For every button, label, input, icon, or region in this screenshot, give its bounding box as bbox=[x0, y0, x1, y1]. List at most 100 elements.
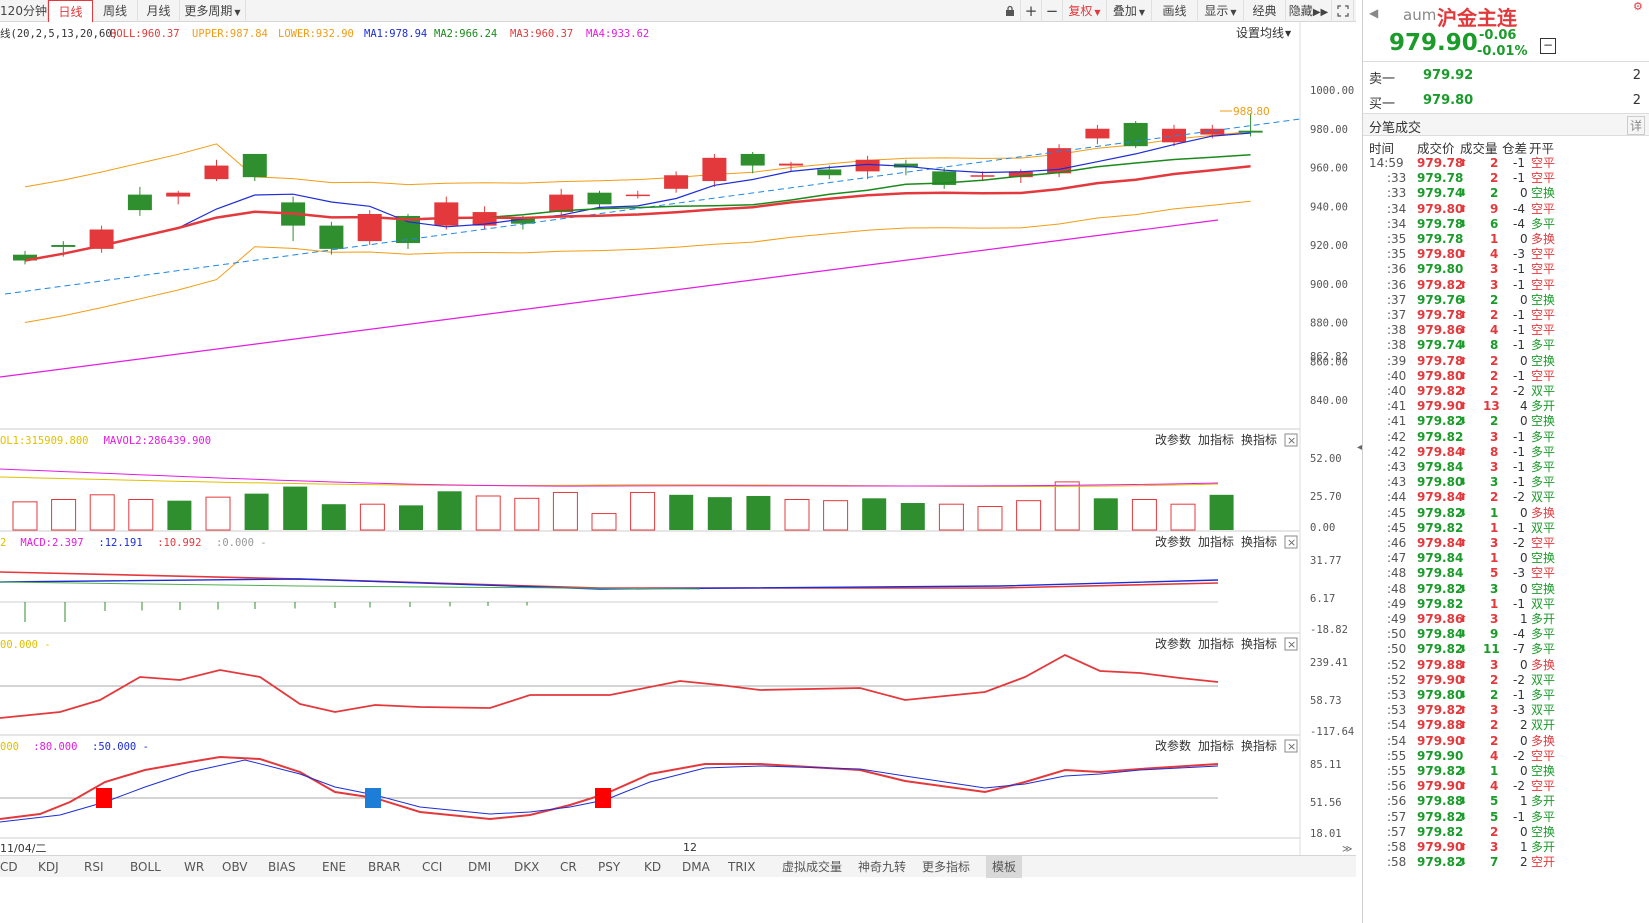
panel-button[interactable]: 换指标 bbox=[1241, 738, 1277, 753]
tick-arrow-icon: ⬆ bbox=[1459, 446, 1468, 458]
scroll-right-icon[interactable]: ≫ bbox=[1342, 844, 1352, 855]
tick-time: :33 bbox=[1387, 186, 1407, 201]
fullscreen-button[interactable] bbox=[1332, 0, 1354, 22]
tick-openclose: 空换 bbox=[1531, 353, 1556, 368]
period-monthly[interactable]: 月线 bbox=[138, 0, 180, 22]
tick-oi-change: -1 bbox=[1513, 308, 1525, 322]
axis-tick: 51.56 bbox=[1310, 797, 1342, 809]
panel-button[interactable]: 改参数 bbox=[1155, 738, 1191, 753]
indicator-tab-17[interactable]: 虚拟成交量 bbox=[782, 860, 843, 874]
lock-button[interactable] bbox=[1000, 0, 1021, 22]
tick-oi-change: -1 bbox=[1513, 338, 1525, 353]
indicator-tab-15[interactable]: DMA bbox=[682, 860, 710, 874]
period-daily[interactable]: 日线 bbox=[48, 0, 93, 22]
tick-openclose: 空平 bbox=[1531, 262, 1556, 277]
overlay-dropdown[interactable]: 叠加 ▼ bbox=[1107, 0, 1152, 22]
classic-button[interactable]: 经典 bbox=[1244, 0, 1286, 22]
chevron-down-icon: ▼ bbox=[1094, 8, 1101, 17]
panel-button[interactable]: 改参数 bbox=[1155, 636, 1191, 651]
price-tick: 920.00 bbox=[1310, 240, 1348, 252]
indicator-tab-13[interactable]: PSY bbox=[598, 860, 621, 874]
panel-label: :12.191 bbox=[98, 537, 142, 549]
indicator-tab-19[interactable]: 更多指标 bbox=[922, 860, 971, 874]
panel-button[interactable]: 改参数 bbox=[1155, 432, 1191, 447]
close-icon[interactable] bbox=[1284, 535, 1298, 549]
tick-row: :43 979.80 ⬇ 3 -1 多平 bbox=[1369, 475, 1565, 490]
indicator-tab-12[interactable]: CR bbox=[560, 860, 577, 874]
indicator-tab-18[interactable]: 神奇九转 bbox=[858, 860, 907, 874]
tick-row: :50 979.82 ⬇ 11 -7 多平 bbox=[1369, 642, 1565, 657]
indicator-tab-14[interactable]: KD bbox=[644, 860, 662, 874]
tick-oi-change: -7 bbox=[1513, 642, 1525, 657]
candle bbox=[89, 225, 114, 253]
collapse-button[interactable]: − bbox=[1540, 38, 1556, 54]
panel-button[interactable]: 换指标 bbox=[1241, 534, 1277, 549]
prev-symbol-icon[interactable]: ◀ bbox=[1369, 6, 1379, 20]
tick-arrow-icon: ⬇ bbox=[1459, 477, 1468, 489]
chevron-down-icon: ▼ bbox=[234, 8, 241, 17]
volume-bar bbox=[823, 500, 849, 531]
indicator-tab-16[interactable]: TRIX bbox=[728, 860, 756, 874]
fullscreen-icon bbox=[1336, 5, 1349, 17]
indicator-tab-6[interactable]: BIAS bbox=[268, 860, 296, 874]
tick-row: :45 979.82 ⬇ 1 0 多换 bbox=[1369, 506, 1565, 521]
period-weekly[interactable]: 周线 bbox=[93, 0, 138, 22]
indicator-tab-20[interactable]: 模板 bbox=[986, 856, 1023, 878]
tick-price: 979.82 bbox=[1417, 824, 1464, 839]
panel-button[interactable]: 换指标 bbox=[1241, 432, 1277, 447]
indicator-tab-2[interactable]: RSI bbox=[84, 860, 104, 874]
indicator-tab-10[interactable]: DMI bbox=[468, 860, 492, 874]
indicator-tab-0[interactable]: CD bbox=[0, 860, 18, 874]
close-icon[interactable] bbox=[1284, 739, 1298, 753]
tick-openclose: 多换 bbox=[1531, 733, 1556, 748]
fuquan-dropdown[interactable]: 复权 ▼ bbox=[1063, 0, 1107, 22]
kline-chart[interactable]: 线(20,2,5,13,20,60)BOLL:960.37 UPPER:987.8… bbox=[0, 22, 1356, 855]
tick-arrow-icon: ⬆ bbox=[1459, 842, 1468, 853]
buy1-volume: 2 bbox=[1632, 93, 1641, 108]
display-dropdown[interactable]: 显示 ▼ bbox=[1198, 0, 1244, 22]
indicator-legend: 线(20,2,5,13,20,60)BOLL:960.37 UPPER:987.8… bbox=[0, 27, 649, 40]
indicator-tab-8[interactable]: BRAR bbox=[368, 860, 401, 874]
detail-button[interactable]: 详 bbox=[1626, 116, 1645, 135]
period-120min[interactable]: 120分钟 bbox=[0, 0, 48, 22]
favorite-icon[interactable]: ⚙ bbox=[1633, 0, 1643, 13]
tick-openclose: 多平 bbox=[1531, 642, 1556, 657]
set-ma-button[interactable]: 设置均线 bbox=[1236, 26, 1284, 40]
indicator-tab-3[interactable]: BOLL bbox=[130, 860, 161, 874]
panel-button[interactable]: 加指标 bbox=[1198, 636, 1234, 651]
panel-button[interactable]: 改参数 bbox=[1155, 534, 1191, 549]
panel-button[interactable]: 加指标 bbox=[1198, 534, 1234, 549]
candle bbox=[587, 190, 612, 209]
indicator-tab-4[interactable]: WR bbox=[184, 860, 205, 874]
volume-bar bbox=[51, 499, 77, 531]
close-icon[interactable] bbox=[1284, 433, 1298, 447]
ma-value: BOLL:960.37 bbox=[110, 28, 180, 40]
tick-volume: 3 bbox=[1490, 581, 1499, 596]
panel-button[interactable]: 加指标 bbox=[1198, 738, 1234, 753]
panel-button[interactable]: 换指标 bbox=[1241, 636, 1277, 651]
zoom-out-button[interactable]: − bbox=[1042, 0, 1063, 22]
tick-price: 979.84 bbox=[1417, 536, 1464, 550]
tick-row: :55 979.90 4 -2 空平 bbox=[1369, 749, 1565, 764]
panel-button[interactable]: 加指标 bbox=[1198, 432, 1234, 447]
tick-oi-change: -1 bbox=[1513, 323, 1525, 338]
panel-collapse-handle[interactable]: ◀ bbox=[1357, 442, 1365, 453]
tick-arrow-icon: ⬇ bbox=[1459, 857, 1468, 869]
indicator-tab-7[interactable]: ENE bbox=[322, 860, 347, 874]
indicator-tab-9[interactable]: CCI bbox=[422, 860, 443, 874]
tick-row: :58 979.90 ⬆ 3 1 多开 bbox=[1369, 840, 1565, 855]
hide-button[interactable]: 隐藏▶▶ bbox=[1286, 0, 1332, 22]
tick-time: :41 bbox=[1387, 414, 1407, 429]
tick-row: :47 979.84 1 0 空换 bbox=[1369, 551, 1565, 566]
volume-bar bbox=[746, 495, 771, 530]
indicator-tab-5[interactable]: OBV bbox=[222, 860, 248, 874]
indicator-tab-1[interactable]: KDJ bbox=[38, 860, 59, 874]
draw-line-button[interactable]: 画线 bbox=[1152, 0, 1198, 22]
candle bbox=[779, 161, 803, 172]
volume-bar bbox=[977, 506, 1003, 531]
indicator-tab-11[interactable]: DKX bbox=[514, 860, 540, 874]
zoom-in-button[interactable]: + bbox=[1021, 0, 1042, 22]
more-period-dropdown[interactable]: 更多周期 ▼ bbox=[180, 0, 246, 22]
close-icon[interactable] bbox=[1284, 637, 1298, 651]
tick-row: :39 979.78 ⬆ 2 0 空换 bbox=[1369, 354, 1565, 369]
